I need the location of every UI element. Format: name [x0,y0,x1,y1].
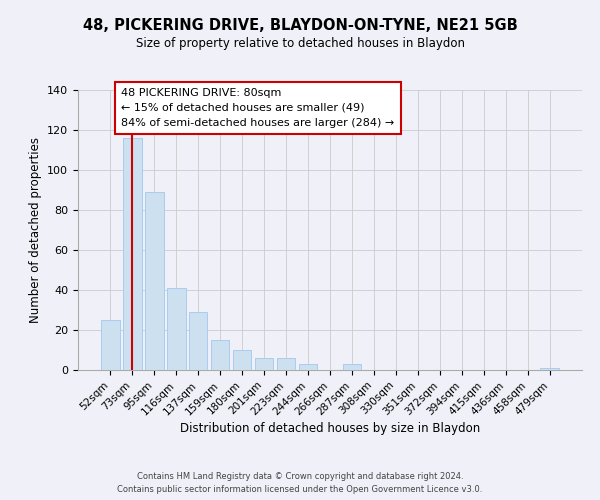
Text: Contains public sector information licensed under the Open Government Licence v3: Contains public sector information licen… [118,485,482,494]
Bar [255,358,274,370]
X-axis label: Distribution of detached houses by size in Blaydon: Distribution of detached houses by size … [180,422,480,435]
Bar [277,358,295,370]
Y-axis label: Number of detached properties: Number of detached properties [29,137,41,323]
Bar [211,340,229,370]
Bar [541,368,559,370]
Bar [123,138,142,370]
Bar [145,192,164,370]
Text: 48 PICKERING DRIVE: 80sqm
← 15% of detached houses are smaller (49)
84% of semi-: 48 PICKERING DRIVE: 80sqm ← 15% of detac… [121,88,394,128]
Bar [343,364,361,370]
Bar [101,320,119,370]
Bar [167,288,185,370]
Text: 48, PICKERING DRIVE, BLAYDON-ON-TYNE, NE21 5GB: 48, PICKERING DRIVE, BLAYDON-ON-TYNE, NE… [83,18,517,32]
Bar [189,312,208,370]
Text: Size of property relative to detached houses in Blaydon: Size of property relative to detached ho… [136,38,464,51]
Text: Contains HM Land Registry data © Crown copyright and database right 2024.: Contains HM Land Registry data © Crown c… [137,472,463,481]
Bar [233,350,251,370]
Bar [299,364,317,370]
